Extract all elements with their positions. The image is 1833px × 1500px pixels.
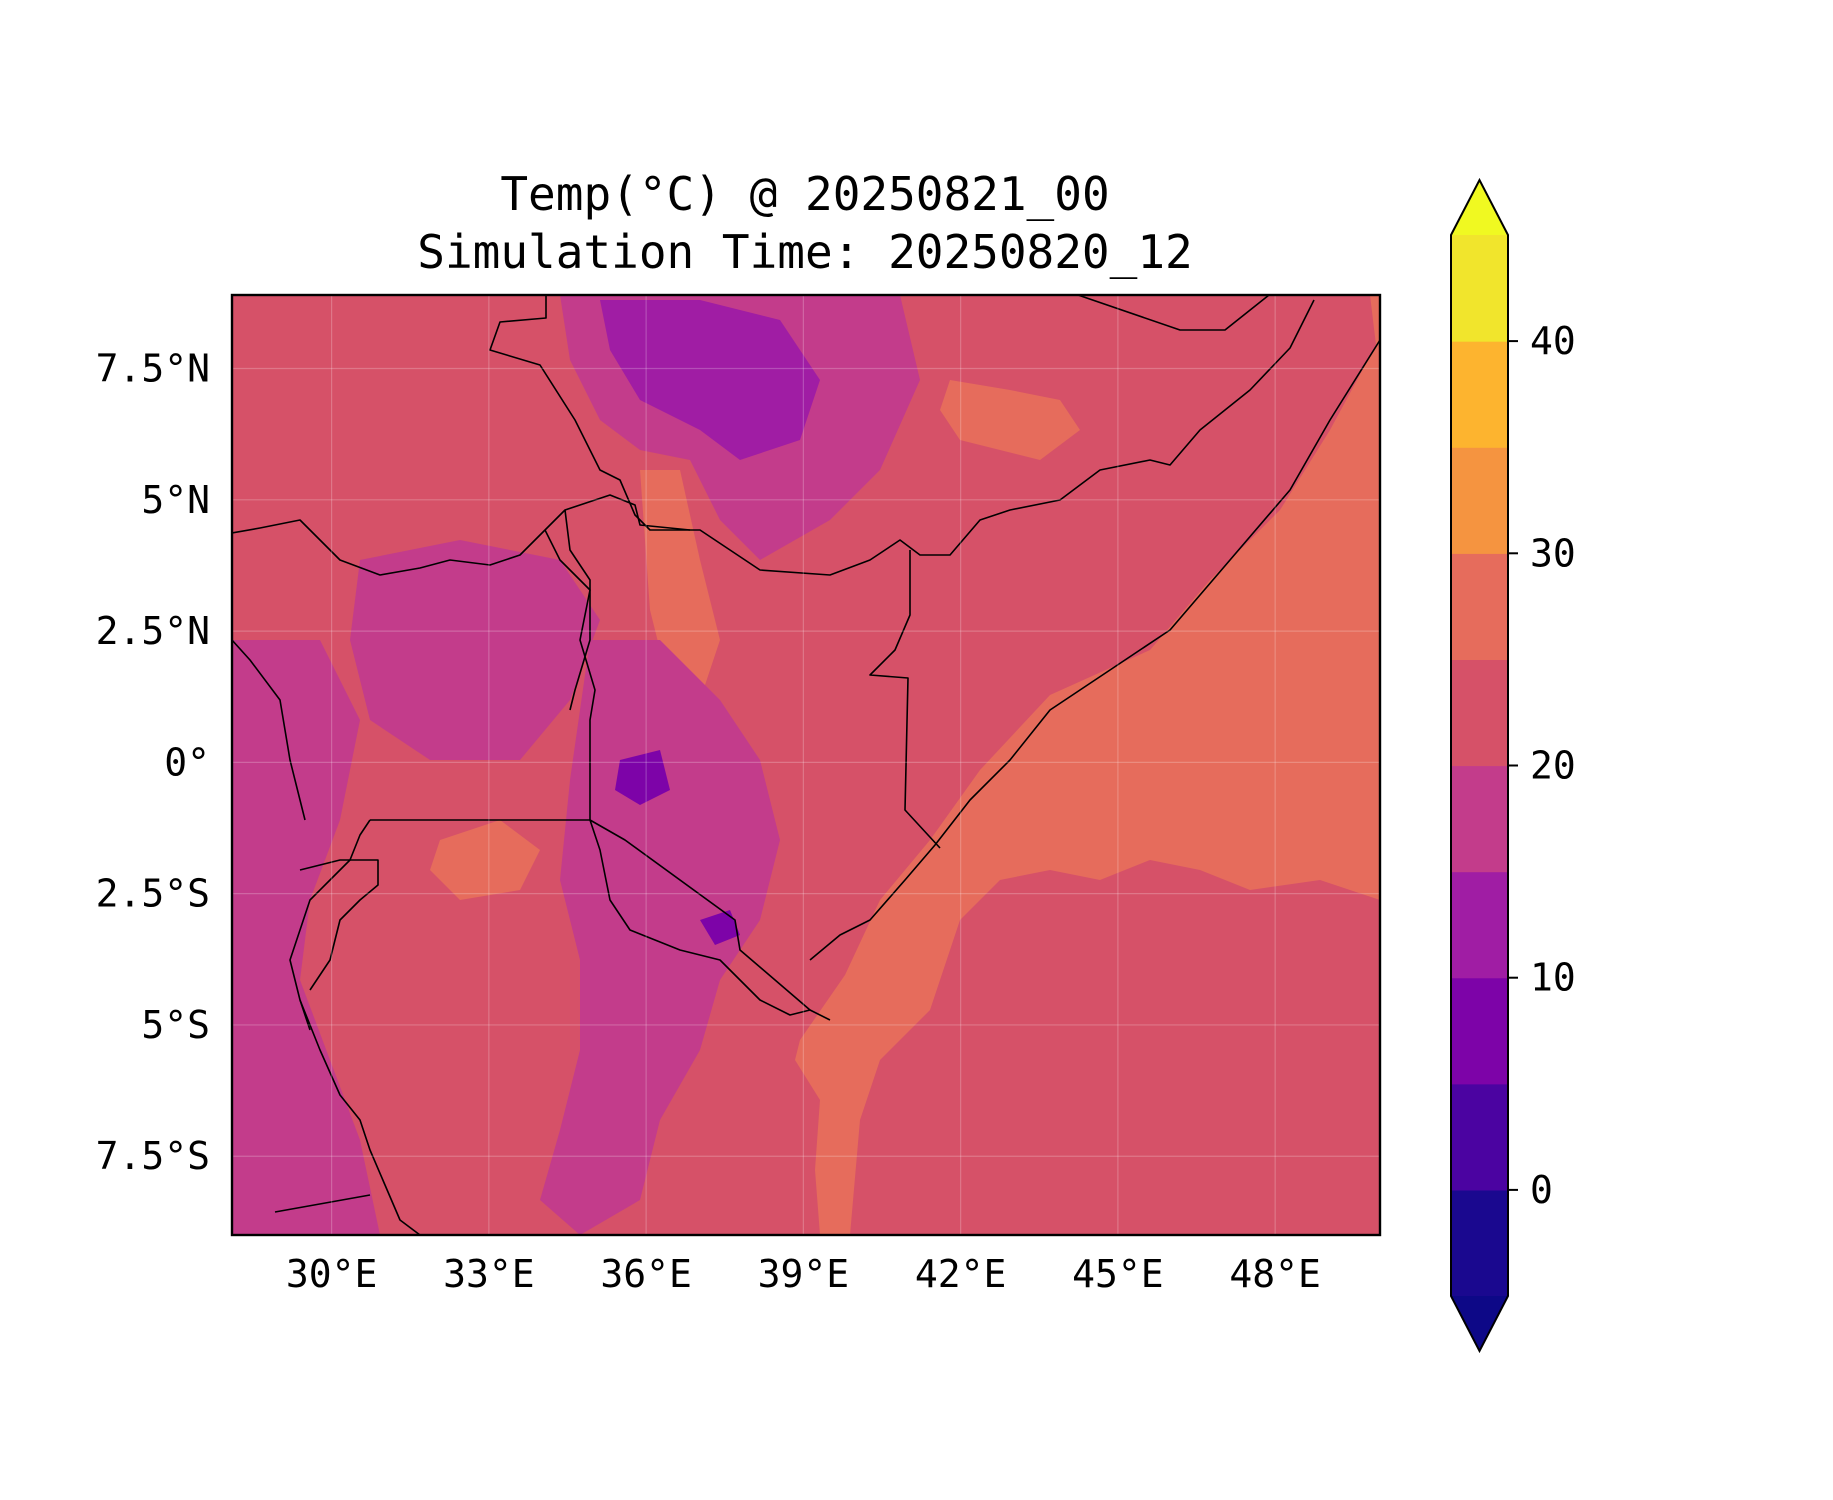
map-gridlines [232,295,1380,1235]
colorbar-under-arrow [1451,1296,1508,1351]
chart-subtitle: Simulation Time: 20250820_12 [417,225,1192,279]
colorbar-outline [1450,177,1509,1354]
y-tick-label: 7.5°S [96,1134,210,1178]
x-tick-label: 42°E [915,1252,1007,1296]
y-tick-label: 2.5°S [96,872,210,916]
colorbar-band [1451,977,1508,1085]
country-borders [232,295,1380,1235]
colorbar-band [1451,871,1508,979]
colorbar-tick-label: 30 [1530,531,1576,575]
colorbar-tick-label: 10 [1530,956,1576,1000]
map-plot-area [232,295,1380,1235]
ethiopian-peaks [600,300,820,460]
colorbar-ticks: 0 10 20 30 40 [1508,319,1576,1212]
x-tick-label: 33°E [443,1252,535,1296]
x-tick-label: 39°E [758,1252,850,1296]
colorbar-tick-label: 40 [1530,319,1576,363]
lake-victoria-warm-patch [430,820,540,900]
colorbar-band [1451,765,1508,873]
colorbar-band [1451,659,1508,767]
colorbar-tick-label: 20 [1530,744,1576,788]
coastal-warm-band [850,860,1380,1235]
y-tick-label: 5°N [141,478,210,522]
y-tick-label: 2.5°N [96,609,210,653]
chart-title: Temp(°C) @ 20250821_00 [500,167,1109,221]
x-tick-label: 48°E [1229,1252,1321,1296]
y-tick-label: 7.5°N [96,347,210,391]
colorbar-band [1451,553,1508,660]
kilimanjaro-peak [700,910,740,945]
y-tick-label: 0° [164,740,210,784]
map-frame [230,293,1382,1237]
kenya-tanzania-highlands [540,640,780,1235]
land-temperature-field [232,295,1376,1235]
ogaden-warm-patch [940,380,1080,460]
x-tick-label: 45°E [1072,1252,1164,1296]
colorbar-band [1451,1083,1508,1191]
colorbar-band [1451,341,1508,448]
longitude-ticks: 30°E 33°E 36°E 39°E 42°E 45°E 48°E [286,1252,1321,1296]
latitude-ticks: 7.5°N 5°N 2.5°N 0° 2.5°S 5°S 7.5°S [96,347,210,1179]
uganda-plateau [350,540,600,760]
colorbar [1450,177,1509,1354]
colorbar-band [1451,1189,1508,1297]
mount-kenya-peak [615,750,670,805]
x-tick-label: 36°E [600,1252,692,1296]
y-tick-label: 5°S [141,1003,210,1047]
western-rift-highlands [232,640,380,1235]
colorbar-tick-label: 0 [1530,1168,1553,1212]
colorbar-band [1451,447,1508,554]
colorbar-band [1451,235,1508,342]
x-tick-label: 30°E [286,1252,378,1296]
colorbar-over-arrow [1451,180,1508,235]
